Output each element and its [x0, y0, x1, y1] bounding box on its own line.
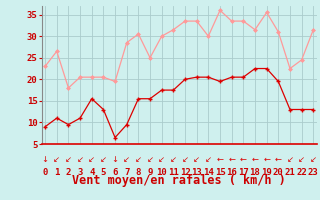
Text: ↙: ↙: [286, 155, 293, 164]
Text: 18: 18: [250, 168, 260, 177]
Text: 20: 20: [273, 168, 284, 177]
Text: ↙: ↙: [170, 155, 177, 164]
Text: 5: 5: [101, 168, 106, 177]
Text: 8: 8: [136, 168, 141, 177]
Text: ←: ←: [228, 155, 235, 164]
Text: ↙: ↙: [205, 155, 212, 164]
Text: ↙: ↙: [181, 155, 188, 164]
Text: ↙: ↙: [310, 155, 317, 164]
Text: ↙: ↙: [76, 155, 84, 164]
Text: 1: 1: [54, 168, 60, 177]
Text: 14: 14: [203, 168, 214, 177]
Text: 13: 13: [191, 168, 202, 177]
Text: 17: 17: [238, 168, 249, 177]
Text: ↙: ↙: [88, 155, 95, 164]
Text: ↙: ↙: [147, 155, 154, 164]
Text: 0: 0: [43, 168, 48, 177]
Text: 4: 4: [89, 168, 94, 177]
Text: 9: 9: [147, 168, 153, 177]
Text: 6: 6: [112, 168, 118, 177]
Text: 2: 2: [66, 168, 71, 177]
Text: ↙: ↙: [193, 155, 200, 164]
Text: ↙: ↙: [135, 155, 142, 164]
Text: 21: 21: [284, 168, 295, 177]
Text: ↙: ↙: [158, 155, 165, 164]
Text: ↙: ↙: [100, 155, 107, 164]
Text: ↓: ↓: [42, 155, 49, 164]
Text: Vent moyen/en rafales ( km/h ): Vent moyen/en rafales ( km/h ): [72, 174, 286, 187]
Text: ↙: ↙: [65, 155, 72, 164]
Text: 16: 16: [226, 168, 237, 177]
Text: 10: 10: [156, 168, 167, 177]
Text: 7: 7: [124, 168, 129, 177]
Text: ↙: ↙: [123, 155, 130, 164]
Text: ←: ←: [275, 155, 282, 164]
Text: ←: ←: [263, 155, 270, 164]
Text: 22: 22: [296, 168, 307, 177]
Text: ←: ←: [252, 155, 259, 164]
Text: 12: 12: [180, 168, 190, 177]
Text: ←: ←: [217, 155, 223, 164]
Text: 19: 19: [261, 168, 272, 177]
Text: ↙: ↙: [53, 155, 60, 164]
Text: 11: 11: [168, 168, 179, 177]
Text: ←: ←: [240, 155, 247, 164]
Text: 23: 23: [308, 168, 319, 177]
Text: ↙: ↙: [298, 155, 305, 164]
Text: 3: 3: [77, 168, 83, 177]
Text: ↓: ↓: [112, 155, 119, 164]
Text: 15: 15: [215, 168, 225, 177]
